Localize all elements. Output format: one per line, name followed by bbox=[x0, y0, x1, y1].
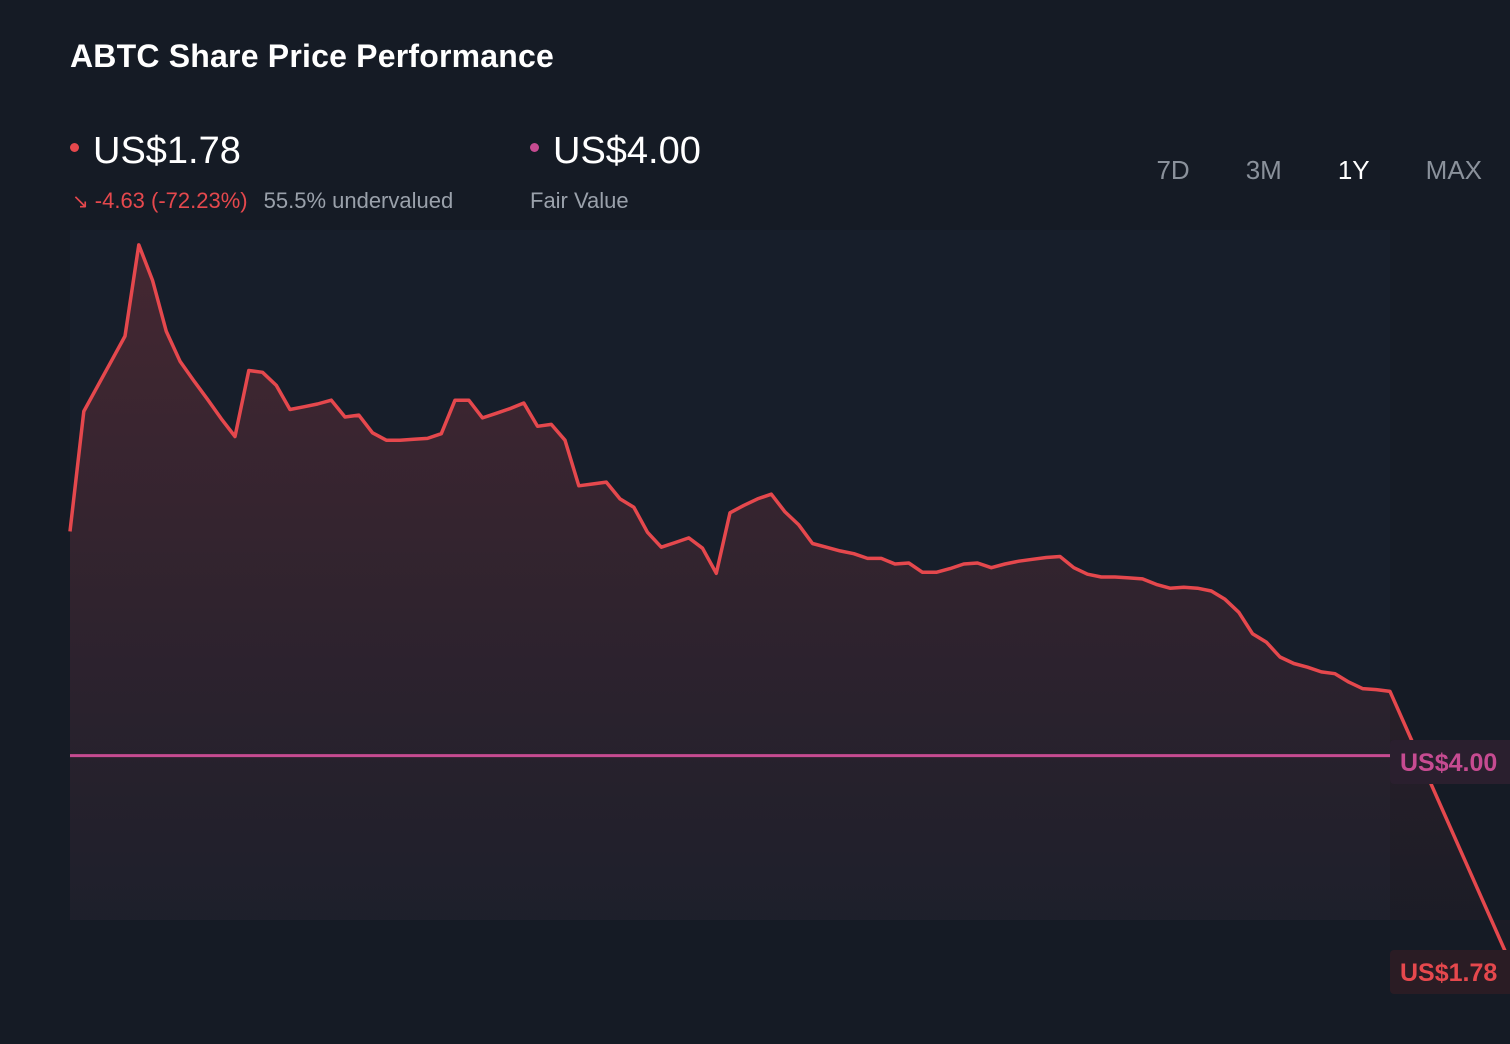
fair-value-dot bbox=[530, 143, 539, 152]
time-range-tabs: 7D 3M 1Y MAX bbox=[1156, 155, 1482, 186]
price-area bbox=[70, 244, 1510, 963]
tab-1y[interactable]: 1Y bbox=[1337, 155, 1370, 185]
price-change-row: ↘ -4.63 (-72.23%) 55.5% undervalued bbox=[72, 188, 453, 214]
fair-value-block: US$4.00 Fair Value bbox=[530, 130, 701, 213]
current-price-dot bbox=[70, 143, 79, 152]
fair-value-caption-row: Fair Value bbox=[530, 188, 629, 214]
fair-value-tag bbox=[1390, 740, 1510, 784]
current-price-tag-label: US$1.78 bbox=[1400, 959, 1497, 987]
valuation-label: 55.5% undervalued bbox=[263, 188, 454, 213]
current-price-block: US$1.78 ↘ -4.63 (-72.23%) 55.5% undervalue… bbox=[70, 130, 453, 213]
current-price-tag bbox=[1390, 950, 1510, 994]
fair-value-price: US$4.00 bbox=[553, 130, 701, 172]
arrow-down-right-icon: ↘ bbox=[72, 191, 89, 213]
price-line bbox=[68, 243, 1510, 963]
fair-value-caption: Fair Value bbox=[530, 188, 629, 213]
tab-max[interactable]: MAX bbox=[1425, 155, 1482, 185]
fair-value-tag-label: US$4.00 bbox=[1400, 749, 1497, 777]
current-price: US$1.78 bbox=[93, 130, 241, 172]
tab-7d[interactable]: 7D bbox=[1156, 155, 1190, 185]
price-change: -4.63 (-72.23%) bbox=[94, 188, 248, 213]
tab-3m[interactable]: 3M bbox=[1245, 155, 1282, 185]
chart-title: ABTC Share Price Performance bbox=[70, 38, 555, 74]
